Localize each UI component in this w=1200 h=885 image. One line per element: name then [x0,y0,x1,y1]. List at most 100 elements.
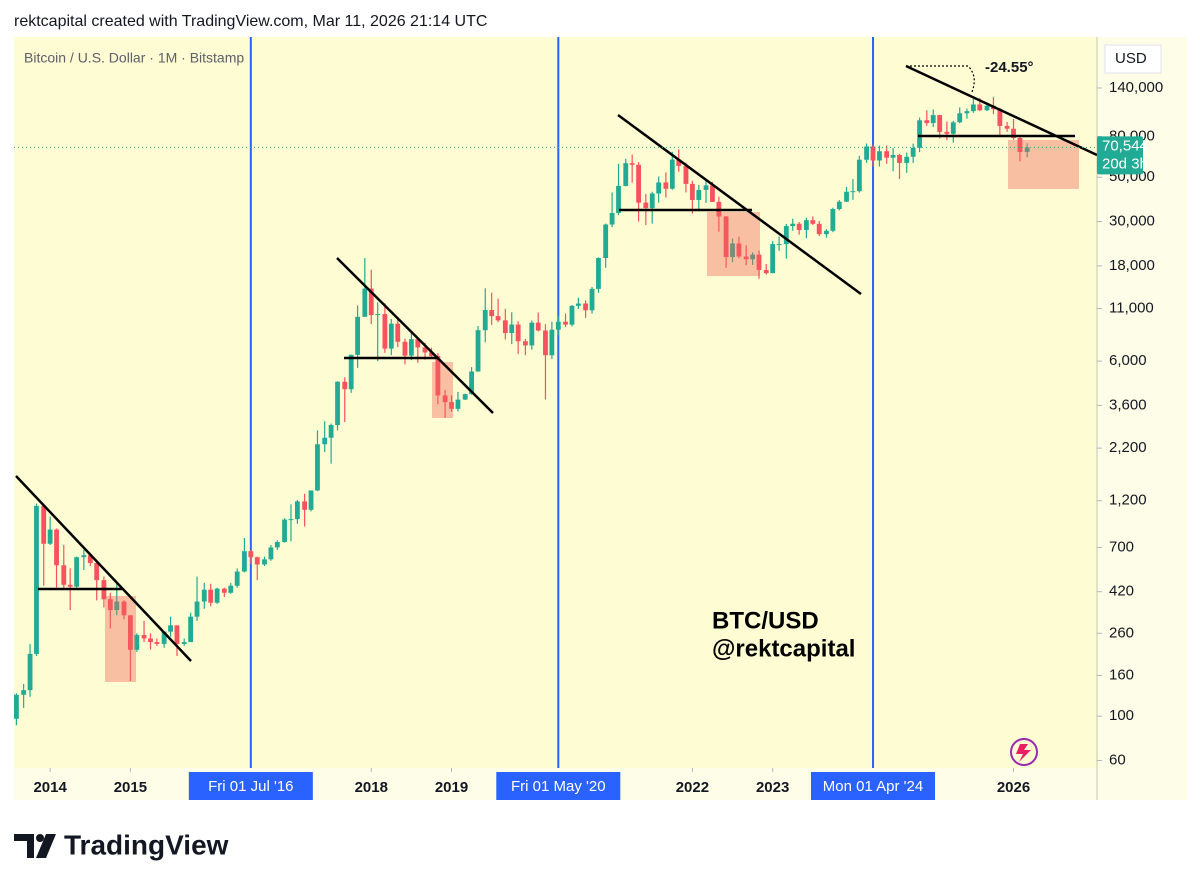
x-tick-label: 2019 [435,779,468,796]
header-text: rektcapital created with TradingView.com… [14,13,487,30]
candle-body [803,220,809,230]
y-tick-label: 18,000 [1109,257,1155,274]
candle-body [575,303,581,306]
watermark: BTC/USD [712,607,819,634]
candle-body [984,105,990,111]
candle-body [322,437,328,445]
last-price-label: 70,544 [1102,137,1148,154]
candle-body [435,355,441,396]
candle-body [161,631,167,644]
currency-box [1104,44,1162,74]
halving-label-box [188,772,313,800]
candle-body [850,191,856,193]
candle-body [382,314,388,349]
candle-body [676,159,682,166]
candle-body [181,642,187,644]
candle-body [41,505,47,544]
candle-body [134,634,140,650]
candle-body [750,254,755,260]
y-tick-label: 6,000 [1109,352,1147,369]
candle-body [603,224,609,259]
logo-mark [36,834,56,858]
candle-body [937,115,943,132]
halving-label-box [811,772,936,800]
candle-body [34,505,39,654]
candle-body [756,254,762,270]
candle-body [81,555,87,558]
y-tick-label: 2,200 [1109,439,1147,456]
candle-body [904,156,910,163]
candle-body [449,402,454,409]
candle-body [770,244,776,274]
candle-body [234,571,240,586]
highlight-box [1008,140,1079,189]
candle-body [174,625,180,644]
candle-body [616,185,621,214]
trendline [336,257,494,414]
candle-body [877,151,882,161]
candle-body [856,159,862,192]
y-tick-label: 260 [1109,624,1134,641]
candle-body [21,690,27,695]
candle-body [689,183,695,200]
halving-label: Fri 01 May '20 [511,778,606,795]
candle-body [776,244,782,246]
candle-body [1011,128,1016,139]
candle-body [395,323,401,342]
countdown-label: 20d 3h [1102,155,1148,172]
candle-body [368,288,374,316]
candle-body [128,615,133,650]
candle-body [208,589,214,603]
candle-body [583,303,589,311]
candle-body [870,146,876,161]
candle-body [669,159,675,189]
x-tick-label: 2026 [997,779,1030,796]
candle-body [703,185,709,190]
candle-body [910,147,916,157]
candle-body [864,146,869,160]
candle-body [248,551,254,558]
candle-body [87,555,93,563]
candle-body [342,381,348,390]
candle-body [629,163,635,165]
candle-body [274,542,280,548]
candle-body [964,111,970,114]
candle-body [649,193,655,209]
candle-body [730,243,735,258]
candle-body [228,585,234,593]
footer-logo: TradingView [14,829,229,860]
candle-body [944,131,950,134]
x-tick-label: 2014 [33,779,67,796]
candle-body [836,201,842,210]
candle-body [1024,147,1030,153]
candle-body [282,519,287,543]
candle-body [221,588,227,593]
angle-label: -24.55° [985,59,1034,76]
candle-body [555,321,561,330]
candle-body [402,341,408,356]
candle-body [609,213,615,225]
candle-body [408,339,414,356]
candle-body [462,394,468,400]
candle-body [515,324,521,342]
candle-body [643,202,649,209]
candle-body [656,182,662,194]
candle-body [830,209,836,231]
candle-body [950,122,956,134]
candle-body [917,120,922,148]
candle-body [114,601,120,611]
currency-label: USD [1115,50,1147,67]
candle-body [14,694,19,719]
candle-body [957,113,963,123]
candle-body [489,309,495,317]
candle-body [355,316,361,355]
candle-body [543,330,548,356]
candle-body [148,638,153,643]
y-tick-label: 420 [1109,583,1134,600]
x-tick-label: 2015 [114,779,147,796]
candle-body [375,314,381,316]
y-tick-label: 700 [1109,538,1134,555]
candle-body [623,163,629,186]
candle-body [61,565,67,585]
